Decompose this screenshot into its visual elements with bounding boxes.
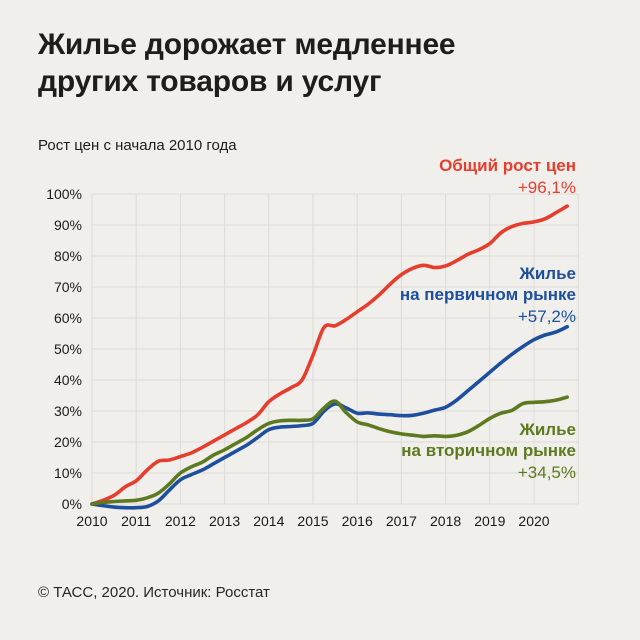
y-tick-label: 100% <box>46 186 82 202</box>
page-title-line-1: Жилье дорожает медленнее <box>38 28 456 61</box>
y-tick-label: 60% <box>53 310 82 326</box>
y-tick-label: 30% <box>53 403 82 419</box>
page-title: Жилье дорожает медленнее других товаров … <box>38 26 598 100</box>
series-value: +96,1% <box>517 178 576 197</box>
page-title-line-2: других товаров и услуг <box>38 65 382 98</box>
y-tick-label: 80% <box>53 248 82 264</box>
x-tick-label: 2019 <box>474 513 506 529</box>
y-tick-label: 0% <box>61 496 82 512</box>
chart-subtitle: Рост цен с начала 2010 года <box>38 137 237 154</box>
series-label-primary-market: Жилье на первичном рынке +57,2% <box>400 263 576 327</box>
x-tick-label: 2012 <box>164 513 196 529</box>
source-credit: © ТАСС, 2020. Источник: Росстат <box>38 584 270 601</box>
x-tick-label: 2018 <box>430 513 462 529</box>
series-name: на первичном рынке <box>399 285 576 304</box>
series-name: Общий рост цен <box>439 156 576 175</box>
y-tick-label: 10% <box>53 465 82 481</box>
x-tick-label: 2014 <box>253 513 285 529</box>
y-tick-label: 20% <box>53 434 82 450</box>
series-value: +34,5% <box>517 463 576 482</box>
y-tick-label: 50% <box>53 341 82 357</box>
x-tick-label: 2010 <box>76 513 108 529</box>
x-tick-label: 2016 <box>341 513 373 529</box>
y-tick-label: 40% <box>53 372 82 388</box>
series-name: на вторичном рынке <box>401 441 576 460</box>
x-tick-label: 2011 <box>121 513 152 529</box>
series-label-secondary-market: Жилье на вторичном рынке +34,5% <box>401 419 576 483</box>
x-tick-label: 2017 <box>385 513 417 529</box>
series-label-total-prices: Общий рост цен +96,1% <box>439 155 576 198</box>
series-name: Жилье <box>519 420 576 439</box>
x-tick-label: 2013 <box>209 513 241 529</box>
y-tick-label: 70% <box>53 279 82 295</box>
x-tick-label: 2015 <box>297 513 329 529</box>
x-tick-label: 2020 <box>518 513 550 529</box>
series-value: +57,2% <box>517 307 576 326</box>
series-name: Жилье <box>519 264 576 283</box>
y-tick-label: 90% <box>53 217 82 233</box>
